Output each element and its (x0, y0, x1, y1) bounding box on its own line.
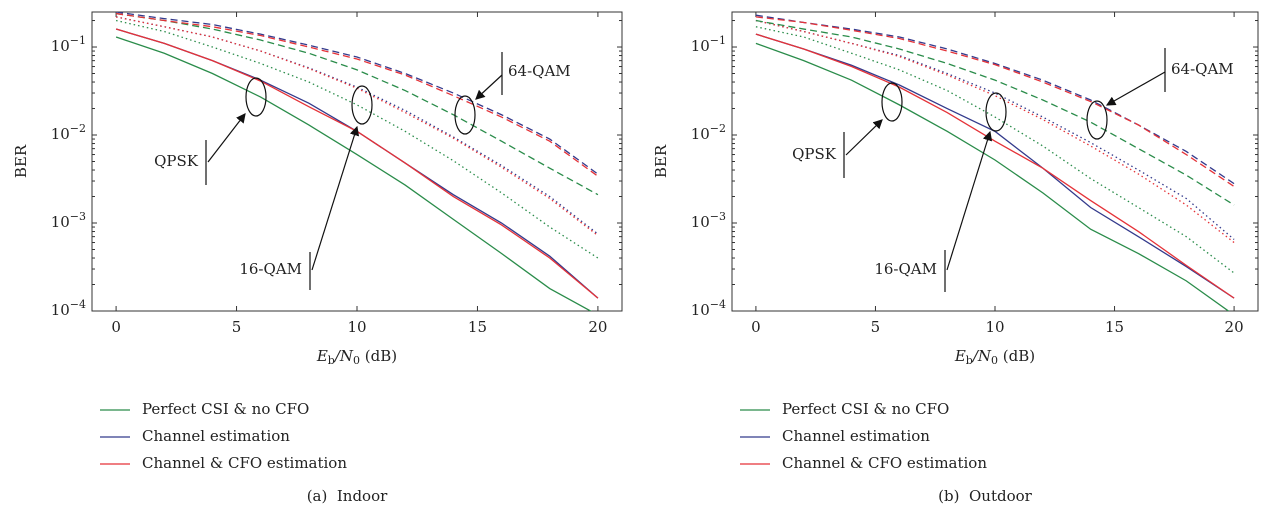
annotation-ellipse (985, 92, 1007, 132)
annotation-arrow (845, 119, 883, 156)
series-line (755, 19, 1235, 240)
legend-label: Channel & CFO estimation (782, 454, 987, 472)
annotation-ellipse (1086, 100, 1108, 140)
annotation-arrow (311, 125, 360, 271)
x-tick-label: 20 (1225, 318, 1244, 336)
series-line (755, 26, 1235, 274)
annotation-label: QPSK (154, 152, 199, 170)
annotation-ellipse (454, 95, 476, 135)
y-tick-base: 10 (51, 125, 70, 143)
x-tick-label: 5 (232, 318, 242, 336)
legend-label: Perfect CSI & no CFO (142, 400, 309, 418)
y-tick-base: 10 (51, 301, 70, 319)
x-tick-label: 0 (111, 318, 121, 336)
legend-label: Channel estimation (782, 427, 930, 445)
annotation-label: 64-QAM (508, 62, 571, 80)
y-axis-label: BER (12, 144, 30, 178)
series-line (115, 12, 599, 177)
annotation-arrow (475, 74, 503, 100)
y-tick-label: 10−2 (51, 122, 86, 143)
x-tick-label: 5 (871, 318, 881, 336)
y-tick-exponent: −3 (70, 210, 86, 223)
annotation-arrow (946, 130, 993, 271)
legend-label: Channel estimation (142, 427, 290, 445)
x-axis-label-part: (dB) (360, 347, 397, 365)
legend-label: Perfect CSI & no CFO (782, 400, 949, 418)
x-axis-label-part: 0 (353, 354, 360, 367)
y-tick-label: 10−1 (691, 34, 726, 55)
annotation-arrow (207, 113, 246, 163)
y-tick-exponent: −3 (710, 210, 726, 223)
y-tick-exponent: −4 (710, 298, 726, 311)
annotation-label: QPSK (792, 145, 837, 163)
annotation-ellipse (351, 85, 373, 125)
series-line (116, 12, 599, 175)
y-tick-exponent: −4 (70, 298, 86, 311)
y-tick-exponent: −2 (710, 122, 726, 135)
y-tick-exponent: −1 (70, 34, 86, 47)
y-tick-label: 10−1 (51, 34, 86, 55)
series-line (755, 33, 1235, 299)
series-line (755, 16, 1235, 188)
y-tick-label: 10−2 (691, 122, 726, 143)
y-tick-exponent: −1 (710, 34, 726, 47)
x-axis-label: Eb/N0 (dB) (316, 347, 397, 367)
x-tick-label: 15 (468, 318, 487, 336)
caption: (a) Indoor (307, 487, 388, 505)
series-line (755, 42, 1230, 311)
x-axis-label-part: E (954, 347, 966, 365)
y-tick-label: 10−3 (51, 210, 86, 231)
caption: (b) Outdoor (938, 487, 1032, 505)
x-tick-label: 10 (985, 318, 1004, 336)
y-tick-label: 10−3 (691, 210, 726, 231)
x-axis-label: Eb/N0 (dB) (954, 347, 1035, 367)
annotation-label: 16-QAM (239, 260, 302, 278)
y-tick-base: 10 (691, 301, 710, 319)
y-tick-base: 10 (691, 213, 710, 231)
annotation-label: 16-QAM (874, 260, 937, 278)
y-tick-base: 10 (691, 125, 710, 143)
y-tick-exponent: −2 (70, 122, 86, 135)
series-line (755, 19, 1235, 244)
series-layer (755, 14, 1235, 311)
y-tick-label: 10−4 (691, 298, 726, 319)
series-line (755, 19, 1235, 206)
series-line (115, 36, 592, 311)
legend-label: Channel & CFO estimation (142, 454, 347, 472)
y-tick-label: 10−4 (51, 298, 86, 319)
series-line (115, 16, 599, 237)
x-tick-label: 15 (1105, 318, 1124, 336)
annotation-ellipse (881, 82, 903, 122)
x-tick-label: 0 (751, 318, 761, 336)
x-axis-label-part: 0 (991, 354, 998, 367)
x-axis-label-part: b (966, 354, 973, 367)
x-axis-label-part: b (328, 354, 335, 367)
series-line (115, 12, 599, 196)
series-layer (115, 12, 599, 311)
series-line (755, 14, 1235, 185)
y-tick-base: 10 (691, 37, 710, 55)
x-tick-label: 20 (588, 318, 607, 336)
x-axis-label-part: /N (333, 347, 354, 365)
series-line (115, 19, 599, 259)
x-axis-label-part: E (316, 347, 328, 365)
annotation-arrow (1105, 71, 1166, 106)
y-axis-label: BER (652, 144, 670, 178)
y-tick-base: 10 (51, 213, 70, 231)
x-tick-label: 10 (347, 318, 366, 336)
y-tick-base: 10 (51, 37, 70, 55)
series-line (115, 16, 599, 235)
x-axis-label-part: (dB) (998, 347, 1035, 365)
annotation-ellipse (245, 77, 267, 117)
x-axis-label-part: /N (971, 347, 992, 365)
annotation-label: 64-QAM (1171, 60, 1234, 78)
